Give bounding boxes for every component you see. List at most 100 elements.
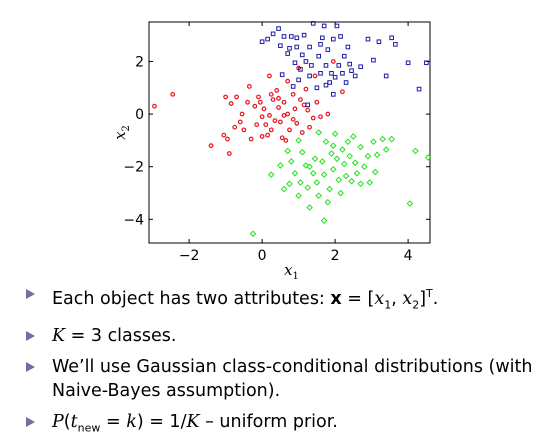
- class-1-point: [259, 114, 265, 120]
- class-1-point: [254, 122, 260, 128]
- class-1-point: [268, 127, 274, 133]
- class-2-point: [310, 21, 316, 26]
- class-3-point: [291, 169, 299, 177]
- class-1-point: [272, 118, 278, 124]
- class-2-point: [259, 39, 265, 45]
- class-1-point: [330, 59, 336, 64]
- class-3-point: [348, 177, 355, 185]
- class-3-point: [322, 138, 330, 146]
- class-3-point: [339, 146, 346, 153]
- class-1-point: [325, 111, 331, 117]
- class-1-point: [259, 134, 265, 139]
- class-3-point: [366, 179, 374, 186]
- class-2-point: [371, 57, 376, 63]
- class-2-point: [334, 23, 340, 29]
- class-3-point: [284, 147, 291, 155]
- class-1-point: [248, 136, 254, 142]
- y-tick-label: 2: [135, 54, 144, 70]
- class-3-point: [311, 155, 319, 163]
- y-tick-label: 0: [135, 107, 144, 123]
- class-2-point: [323, 82, 329, 88]
- class-1-point: [294, 120, 300, 126]
- class-2-point: [294, 44, 300, 50]
- class-1-point: [274, 88, 280, 93]
- class-2-point: [358, 64, 363, 70]
- class-3-point: [286, 180, 293, 188]
- class-2-point: [389, 35, 394, 41]
- class-3-point: [267, 171, 275, 178]
- bullet-triangle-icon: [26, 417, 35, 428]
- class-1-point: [285, 78, 291, 84]
- data-points: [152, 21, 432, 238]
- class-1-point: [276, 95, 281, 101]
- class-3-point: [309, 169, 317, 177]
- class-2-point: [323, 63, 329, 68]
- class-1-point: [208, 143, 214, 149]
- class-2-point: [301, 32, 307, 38]
- bullet-list: Each object has two attributes: x = [x1,…: [24, 282, 544, 448]
- class-3-point: [319, 158, 326, 165]
- class-1-point: [252, 103, 258, 109]
- bullet-triangle-icon: [26, 331, 35, 342]
- class-3-point: [346, 152, 354, 160]
- class-2-point: [343, 80, 349, 85]
- class-2-point: [281, 34, 287, 39]
- class-1-point: [263, 122, 269, 128]
- bullet-gaussian: We’ll use Gaussian class-conditional dis…: [24, 355, 544, 403]
- class-1-point: [237, 119, 243, 125]
- class-3-point: [424, 154, 432, 161]
- bullet-gaussian-text: We’ll use Gaussian class-conditional dis…: [52, 357, 533, 402]
- class-1-point: [223, 94, 229, 100]
- class-3-point: [295, 137, 302, 144]
- class-2-point: [318, 71, 323, 76]
- class-3-point: [249, 230, 257, 238]
- class-3-point: [297, 179, 304, 186]
- class-3-point: [370, 138, 377, 146]
- class-1-point: [314, 99, 320, 105]
- class-1-point: [267, 112, 272, 118]
- x-tick-label: 4: [404, 248, 413, 264]
- class-1-point: [303, 86, 309, 92]
- class-2-point: [299, 52, 305, 58]
- class-2-point: [405, 60, 411, 66]
- class-2-point: [290, 84, 296, 89]
- bullet-prior: P(tnew = k) = 1/K – uniform prior.: [24, 410, 544, 441]
- scatter-chart: −2 0 2 4 −4 −2 0 2 x1 x2: [111, 21, 432, 280]
- class-3-point: [302, 162, 310, 169]
- class-3-point: [357, 180, 364, 188]
- class-1-point: [170, 91, 176, 97]
- class-1-point: [281, 99, 287, 105]
- class-3-point: [277, 162, 284, 169]
- x-tick-label: 0: [258, 248, 267, 264]
- class-1-point: [292, 106, 298, 112]
- bullet-attributes: Each object has two attributes: x = [x1,…: [24, 282, 544, 317]
- class-3-point: [333, 155, 341, 163]
- class-1-point: [305, 107, 311, 113]
- class-1-point: [228, 101, 234, 106]
- class-3-point: [329, 166, 337, 173]
- class-2-point: [347, 61, 353, 67]
- class-2-point: [424, 60, 429, 66]
- class-1-point: [290, 91, 296, 97]
- class-3-point: [350, 133, 357, 140]
- class-2-point: [330, 36, 336, 42]
- class-1-point: [340, 89, 345, 95]
- class-3-point: [298, 148, 306, 156]
- class-2-point: [303, 59, 309, 64]
- bullet-triangle-icon: [26, 289, 35, 299]
- class-2-point: [285, 51, 290, 56]
- class-2-point: [345, 44, 351, 50]
- class-1-point: [256, 94, 261, 100]
- class-2-point: [307, 44, 312, 50]
- class-3-point: [337, 189, 344, 197]
- class-3-point: [320, 171, 328, 178]
- class-1-point: [312, 73, 318, 79]
- class-3-point: [288, 158, 295, 165]
- class-2-point: [416, 86, 422, 92]
- class-1-point: [265, 132, 271, 138]
- class-3-point: [406, 200, 414, 207]
- class-2-point: [330, 92, 336, 97]
- class-2-point: [352, 73, 358, 79]
- class-1-point: [221, 132, 227, 138]
- class-2-point: [276, 26, 281, 31]
